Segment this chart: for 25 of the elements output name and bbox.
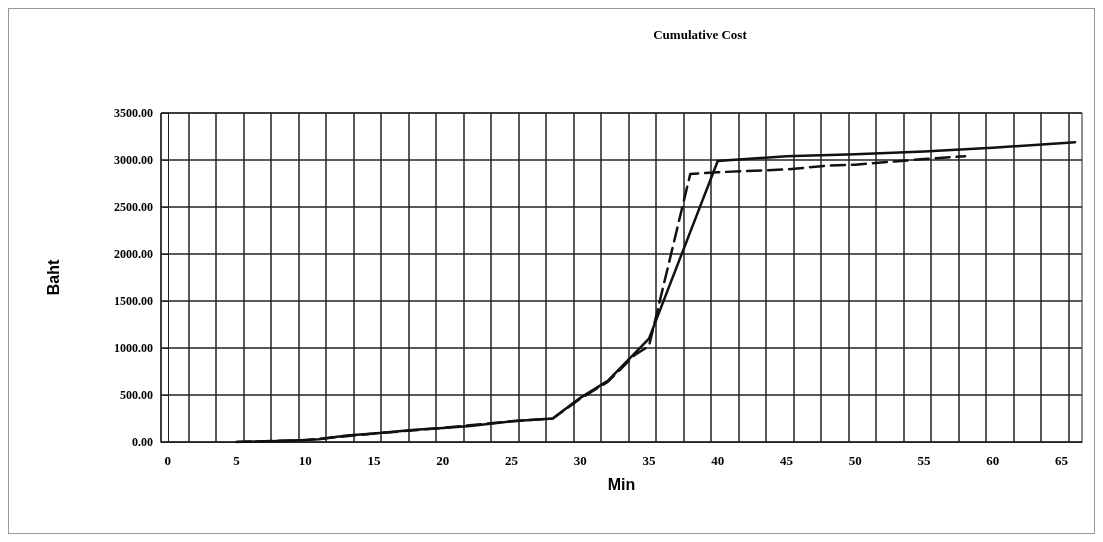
x-tick-label: 35 <box>642 453 656 468</box>
x-tick-label: 65 <box>1054 453 1069 468</box>
y-tick-label: 500.00 <box>120 388 153 402</box>
x-tick-label: 40 <box>711 453 725 468</box>
x-tick-label: 25 <box>505 453 519 468</box>
chart-title: Cumulative Cost <box>653 27 748 42</box>
x-tick-label: 10 <box>298 453 312 468</box>
y-tick-label: 3500.00 <box>114 106 153 120</box>
y-axis-title: Baht <box>44 259 62 296</box>
y-tick-label: 3000.00 <box>114 153 153 167</box>
x-tick-label: 45 <box>779 453 794 468</box>
x-tick-label: 5 <box>233 453 241 468</box>
y-tick-label: 2000.00 <box>114 247 153 261</box>
x-tick-label: 50 <box>848 453 862 468</box>
x-tick-label: 15 <box>367 453 382 468</box>
x-tick-label: 30 <box>573 453 587 468</box>
x-tick-label: 20 <box>436 453 450 468</box>
y-tick-label: 1500.00 <box>114 294 153 308</box>
x-tick-label: 0 <box>164 453 172 468</box>
y-tick-label: 0.00 <box>132 435 153 449</box>
y-tick-label: 1000.00 <box>114 341 153 355</box>
x-axis-title: Min <box>607 475 636 493</box>
y-tick-label: 2500.00 <box>114 200 153 214</box>
x-tick-label: 60 <box>986 453 1000 468</box>
x-tick-label: 55 <box>917 453 931 468</box>
